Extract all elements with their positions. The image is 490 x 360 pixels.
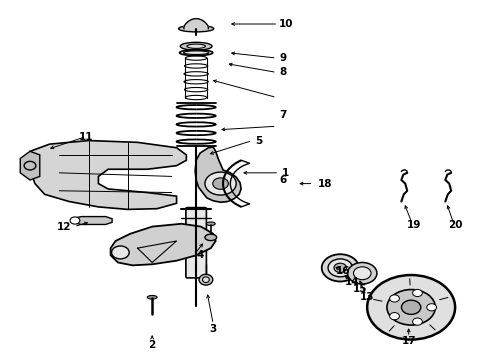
Text: 16: 16 (336, 266, 350, 276)
Circle shape (427, 304, 437, 311)
Circle shape (322, 254, 359, 282)
Circle shape (401, 300, 421, 314)
Ellipse shape (183, 51, 209, 54)
Polygon shape (72, 217, 112, 225)
Text: 9: 9 (279, 53, 286, 63)
Text: 1: 1 (282, 168, 289, 178)
Circle shape (390, 295, 399, 302)
Circle shape (328, 259, 352, 277)
Text: 15: 15 (353, 284, 367, 294)
Ellipse shape (199, 274, 213, 285)
Text: 18: 18 (318, 179, 332, 189)
Ellipse shape (178, 26, 214, 32)
Text: 3: 3 (210, 324, 217, 334)
Text: 7: 7 (279, 111, 287, 121)
Polygon shape (20, 151, 40, 180)
Circle shape (213, 178, 228, 189)
Text: 6: 6 (279, 175, 287, 185)
Circle shape (387, 289, 435, 325)
Text: 11: 11 (79, 132, 94, 142)
Ellipse shape (202, 277, 209, 283)
Circle shape (70, 217, 80, 224)
Circle shape (367, 275, 455, 339)
Text: 17: 17 (401, 336, 416, 346)
Ellipse shape (187, 44, 205, 48)
Text: 13: 13 (360, 292, 374, 302)
Ellipse shape (205, 234, 217, 240)
Polygon shape (30, 140, 186, 210)
Polygon shape (184, 19, 208, 29)
Circle shape (413, 318, 422, 325)
Circle shape (205, 172, 236, 195)
Text: 20: 20 (448, 220, 463, 230)
Ellipse shape (206, 222, 215, 226)
Text: 19: 19 (406, 220, 421, 230)
Ellipse shape (147, 296, 157, 299)
Circle shape (334, 263, 346, 273)
Circle shape (413, 289, 422, 297)
Circle shape (112, 246, 129, 259)
Text: 4: 4 (196, 250, 203, 260)
Circle shape (347, 262, 377, 284)
Circle shape (353, 267, 371, 280)
Polygon shape (195, 147, 241, 202)
Text: 14: 14 (345, 277, 360, 287)
FancyBboxPatch shape (186, 208, 206, 278)
Text: 12: 12 (57, 222, 72, 231)
Text: 8: 8 (279, 67, 287, 77)
Ellipse shape (180, 42, 212, 50)
Polygon shape (111, 224, 216, 265)
Circle shape (390, 312, 399, 320)
Text: 2: 2 (148, 340, 156, 350)
Text: 10: 10 (279, 19, 294, 29)
Text: 5: 5 (255, 136, 262, 145)
